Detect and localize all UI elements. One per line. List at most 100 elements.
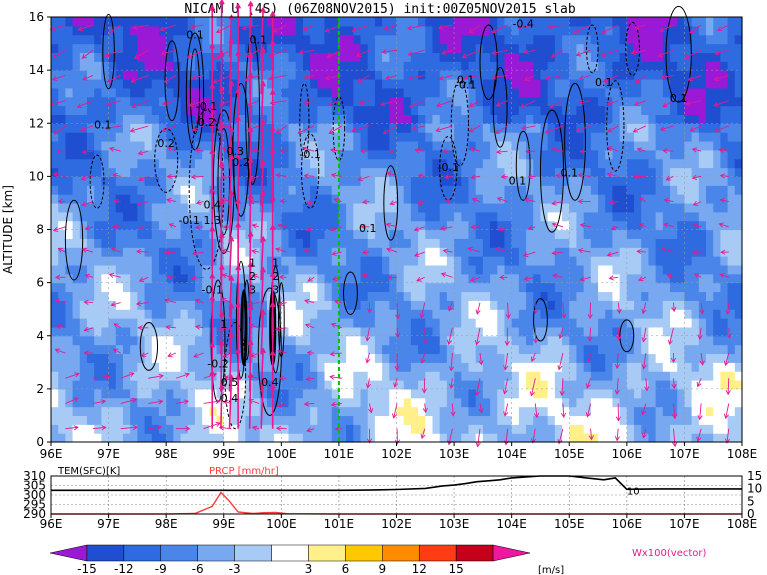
shade-cell: [598, 149, 606, 160]
shade-cell: [439, 309, 448, 319]
contour-line: [564, 82, 586, 201]
shade-cell: [65, 34, 74, 45]
shade-cell: [439, 256, 448, 266]
shade-cell: [490, 202, 498, 213]
shade-cell: [360, 300, 369, 310]
shade-cell: [461, 238, 470, 248]
shade-cell: [482, 247, 491, 257]
shade-cell: [670, 87, 678, 98]
shade-cell: [454, 105, 462, 115]
shade-cell: [468, 371, 477, 381]
shade-cell: [446, 149, 455, 160]
shade-cell: [439, 282, 448, 293]
shade-cell: [612, 406, 621, 417]
shade-cell: [698, 229, 707, 239]
shade-cell: [583, 70, 592, 80]
shade-cell: [180, 282, 189, 293]
shade-cell: [677, 132, 686, 142]
shade-cell: [662, 406, 671, 417]
shade-cell: [302, 344, 311, 355]
shade-cell: [626, 415, 635, 425]
wind-vector: [92, 400, 106, 404]
shade-cell: [698, 34, 707, 45]
shade-cell: [432, 105, 441, 115]
shade-cell: [605, 415, 614, 425]
shade-cell: [166, 415, 174, 425]
shade-cell: [684, 140, 693, 151]
shade-cell: [734, 140, 743, 151]
shade-cell: [346, 371, 354, 381]
shade-cell: [151, 380, 160, 390]
shade-cell: [72, 318, 81, 328]
shade-cell: [583, 140, 592, 151]
shade-cell: [194, 433, 203, 443]
shade-cell: [583, 309, 592, 319]
shade-cell: [166, 25, 174, 36]
shade-cell: [526, 114, 534, 124]
shade-cell: [65, 61, 74, 71]
shade-cell: [612, 140, 621, 151]
shade-cell: [518, 397, 527, 408]
shade-cell: [662, 43, 671, 54]
shade-cell: [662, 415, 671, 425]
shade-cell: [65, 132, 74, 142]
shade-cell: [569, 344, 578, 355]
shade-cell: [144, 105, 153, 115]
shade-cell: [590, 78, 599, 89]
shade-cell: [166, 371, 174, 381]
shade-cell: [382, 70, 390, 80]
shade-cell: [432, 158, 441, 169]
shade-cell: [655, 344, 664, 355]
shade-cell: [187, 52, 196, 62]
shade-cell: [245, 256, 254, 266]
shade-cell: [612, 123, 621, 133]
shade-cell: [533, 176, 542, 186]
shade-cell: [346, 149, 354, 160]
shade-cell: [403, 353, 412, 363]
shade-cell: [144, 344, 153, 355]
shade-cell: [58, 43, 66, 54]
shade-cell: [346, 167, 354, 177]
shade-cell: [684, 247, 693, 257]
shade-cell: [454, 371, 462, 381]
shade-cell: [101, 415, 110, 425]
shade-cell: [259, 397, 268, 408]
shade-cell: [497, 238, 506, 248]
shade-cell: [655, 256, 664, 266]
shade-cell: [547, 176, 556, 186]
shade-cell: [670, 264, 678, 275]
shade-cell: [554, 61, 563, 71]
shade-cell: [554, 415, 563, 425]
shade-cell: [403, 415, 412, 425]
shade-cell: [86, 397, 95, 408]
shade-cell: [439, 96, 448, 107]
shade-cell: [58, 149, 66, 160]
contour-line: [102, 13, 115, 90]
shade-cell: [691, 149, 700, 160]
shade-cell: [619, 318, 628, 328]
shade-cell: [583, 43, 592, 54]
shade-cell: [122, 353, 131, 363]
shade-cell: [310, 87, 318, 98]
shade-cell: [497, 344, 506, 355]
shade-cell: [734, 185, 743, 195]
shade-cell: [562, 96, 570, 107]
shade-cell: [734, 220, 743, 231]
contour-line: [232, 82, 250, 217]
shade-cell: [238, 140, 246, 151]
shade-cell: [598, 247, 606, 257]
shade-cell: [432, 70, 441, 80]
shade-cell: [547, 273, 556, 284]
shade-cell: [619, 185, 628, 195]
shade-cell: [461, 70, 470, 80]
shade-cell: [374, 87, 383, 98]
shade-cell: [288, 220, 297, 231]
shade-cell: [202, 415, 210, 425]
shade-cell: [410, 388, 419, 399]
shade-cell: [151, 123, 160, 133]
shade-cell: [266, 415, 275, 425]
shade-cell: [245, 353, 254, 363]
shade-cell: [151, 194, 160, 204]
shade-cell: [310, 273, 318, 284]
shade-cell: [202, 17, 210, 27]
